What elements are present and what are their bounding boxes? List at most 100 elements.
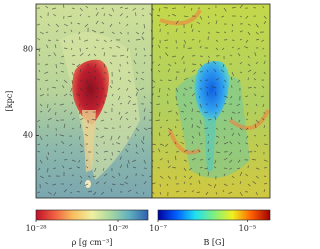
arrow: [245, 173, 249, 177]
arrow: [255, 143, 259, 148]
arrow: [262, 6, 265, 9]
arrow: [215, 78, 220, 81]
arrow: [261, 85, 265, 89]
arrow: [158, 70, 161, 73]
arrow: [255, 31, 259, 35]
arrow: [68, 167, 73, 170]
arrow: [110, 158, 113, 161]
arrow: [207, 148, 210, 153]
arrow: [214, 116, 217, 121]
arrow: [95, 151, 99, 155]
arrow: [207, 118, 212, 121]
arrow: [231, 111, 236, 114]
arrow: [135, 39, 141, 41]
arrow: [71, 117, 75, 121]
arrow: [237, 141, 241, 145]
arrow: [47, 117, 52, 121]
arrow: [95, 143, 98, 147]
arrow: [262, 117, 265, 121]
arrow: [158, 148, 161, 153]
arrow: [37, 38, 41, 41]
arrow: [220, 69, 225, 73]
arrow: [237, 79, 241, 83]
arrow: [69, 183, 73, 186]
arrow: [55, 63, 57, 69]
arrow: [253, 87, 257, 89]
arrow: [141, 174, 145, 177]
arrow: [263, 175, 267, 177]
arrow: [207, 31, 211, 34]
arrow: [159, 191, 162, 195]
arrow: [252, 180, 257, 185]
arrow: [191, 124, 193, 129]
arrow: [245, 142, 249, 145]
arrow: [103, 158, 107, 161]
arrow: [229, 167, 233, 170]
arrow: [247, 31, 251, 36]
arrow: [38, 69, 41, 73]
arrow: [47, 151, 49, 155]
arrow: [151, 182, 156, 185]
arrow: [63, 23, 68, 27]
arrow: [223, 173, 226, 177]
arrow: [175, 134, 178, 137]
arrow: [71, 159, 76, 162]
arrow: [134, 134, 137, 137]
arrow: [71, 63, 75, 65]
arrow: [199, 166, 203, 169]
arrow: [211, 86, 217, 89]
arrow: [119, 6, 123, 9]
arrow: [85, 5, 89, 9]
arrow: [38, 47, 41, 52]
arrow: [109, 23, 113, 28]
arrow: [55, 133, 57, 137]
arrow: [165, 119, 169, 122]
arrow: [263, 15, 267, 19]
arrow: [69, 143, 73, 147]
arrow: [87, 84, 90, 89]
arrow: [205, 86, 209, 89]
arrow: [36, 78, 41, 81]
arrow: [143, 23, 145, 29]
arrow: [238, 133, 241, 137]
arrow: [53, 14, 57, 17]
arrow: [247, 55, 250, 59]
arrow: [262, 47, 265, 50]
arrow: [239, 4, 243, 9]
frame: [35, 3, 271, 199]
arrow: [117, 87, 121, 90]
arrow: [109, 85, 113, 89]
arrow: [127, 39, 130, 43]
arrow: [191, 141, 194, 145]
arrow: [180, 141, 185, 145]
arrow: [157, 95, 161, 98]
arrow: [215, 31, 220, 34]
arrow: [101, 21, 105, 25]
arrow: [63, 39, 66, 43]
arrow: [245, 103, 249, 106]
arrow: [46, 44, 49, 49]
arrow: [263, 71, 266, 75]
arrow: [76, 191, 81, 193]
arrow: [206, 91, 209, 97]
arrow: [39, 175, 44, 179]
arrow: [247, 77, 249, 81]
arrow: [103, 71, 107, 75]
arrow: [124, 7, 129, 9]
arrow: [126, 163, 129, 169]
arrow: [61, 151, 65, 154]
arrow: [159, 87, 161, 93]
arrow: [190, 7, 193, 11]
arrow: [51, 7, 57, 10]
colorbar-tick-label: 10⁻⁷: [149, 224, 167, 233]
arrow: [215, 191, 218, 195]
arrow: [78, 159, 81, 163]
arrow: [207, 183, 212, 187]
arrow: [206, 70, 209, 73]
arrow: [229, 159, 233, 163]
arrow: [143, 191, 145, 195]
arrow: [38, 53, 41, 57]
arrow: [103, 181, 107, 185]
arrow: [183, 6, 186, 9]
arrow: [99, 31, 105, 34]
